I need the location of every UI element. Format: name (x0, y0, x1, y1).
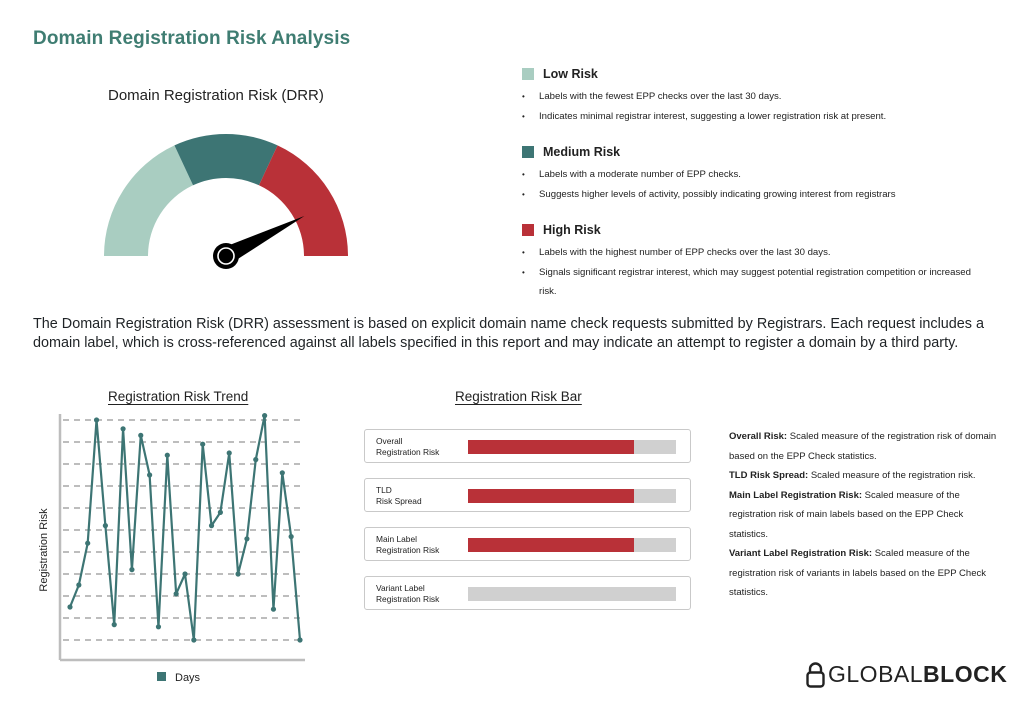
trend-point (102, 523, 108, 529)
trend-point (217, 509, 223, 515)
x-legend-swatch (157, 672, 166, 681)
trend-title: Registration Risk Trend (108, 389, 249, 404)
definition-variant-label: Variant Label Registration Risk: Scaled … (729, 548, 986, 598)
legend-bullet: Suggests higher levels of activity, poss… (522, 185, 992, 205)
trend-point (208, 523, 215, 529)
trend-point (182, 571, 188, 577)
gauge-title: Domain Registration Risk (DRR) (108, 87, 324, 104)
risk-bar-track (468, 538, 676, 552)
padlock-icon (806, 661, 825, 688)
trend-point (85, 540, 91, 546)
logo-text-block: BLOCK (923, 661, 1008, 687)
trend-point (235, 571, 241, 577)
risk-bar-title: Registration Risk Bar (455, 389, 582, 404)
definition-overall: Overall Risk: Scaled measure of the regi… (729, 431, 997, 462)
risk-bar-row-overall: Overall Registration Risk (364, 429, 691, 463)
legend-bullet: Indicates minimal registrar interest, su… (522, 107, 992, 127)
trend-point (147, 472, 153, 478)
trend-point (244, 536, 250, 542)
risk-bar-label: TLD Risk Spread (376, 485, 422, 506)
trend-point (138, 432, 144, 438)
risk-bar-fill (468, 440, 635, 454)
trend-point (129, 567, 135, 573)
risk-definitions: Overall Risk: Scaled measure of the regi… (729, 427, 999, 603)
trend-point (270, 606, 277, 612)
gauge-hub-inner (217, 247, 235, 265)
gauge-segment-high (258, 145, 348, 256)
globalblock-logo: GLOBAL BLOCK (806, 661, 1007, 688)
gauge-segment-low (104, 145, 194, 256)
legend-title-low: Low Risk (543, 67, 598, 81)
risk-bar-row-main-label: Main Label Registration Risk (364, 527, 691, 561)
logo-text-global: GLOBAL (828, 661, 924, 687)
legend-medium-risk: Medium Risk Labels with a moderate numbe… (522, 144, 992, 204)
risk-bar-track (468, 440, 676, 454)
risk-gauge (104, 134, 348, 269)
page-title: Domain Registration Risk Analysis (33, 28, 351, 49)
trend-point (120, 426, 126, 432)
intro-paragraph: The Domain Registration Risk (DRR) asses… (33, 316, 984, 351)
trend-point (173, 591, 179, 597)
trend-point (279, 470, 285, 476)
risk-bar-label: Main Label Registration Risk (376, 534, 440, 555)
trend-point (297, 637, 303, 643)
trend-point (67, 604, 73, 610)
trend-point (226, 450, 232, 456)
risk-bar-label: Overall Registration Risk (376, 436, 440, 457)
trend-point (76, 582, 82, 588)
legend-title-medium: Medium Risk (543, 145, 621, 159)
legend-bullet: Labels with the fewest EPP checks over t… (522, 87, 992, 107)
risk-bar-row-variant-label: Variant Label Registration Risk (364, 576, 691, 610)
x-axis-label: Days (175, 672, 201, 684)
risk-bar-row-tld: TLD Risk Spread (364, 478, 691, 512)
gauge-hub (213, 243, 239, 269)
risk-bar-fill (468, 489, 635, 503)
legend-bullet: Labels with the highest number of EPP ch… (522, 243, 972, 263)
trend-point (262, 413, 268, 419)
trend-chart: Registration Risk Days (38, 413, 305, 684)
gauge-needle (221, 216, 305, 265)
y-axis-label: Registration Risk (38, 508, 50, 592)
trend-point (155, 624, 162, 630)
legend-bullet: Labels with a moderate number of EPP che… (522, 165, 992, 185)
legend-title-high: High Risk (543, 223, 601, 237)
risk-bar-fill (468, 538, 635, 552)
trend-point (191, 637, 197, 643)
low-risk-swatch (522, 68, 534, 80)
medium-risk-swatch (522, 146, 534, 158)
legend-high-risk: High Risk Labels with the highest number… (522, 222, 992, 302)
risk-bar-label: Variant Label Registration Risk (376, 583, 440, 604)
trend-point (111, 622, 117, 628)
risk-bar-track (468, 489, 676, 503)
trend-point (288, 534, 294, 540)
trend-point (253, 457, 259, 463)
high-risk-swatch (522, 224, 534, 236)
definition-main-label: Main Label Registration Risk: Scaled mea… (729, 489, 964, 540)
gauge-segment-medium (174, 134, 278, 186)
legend-bullet: Signals significant registrar interest, … (522, 263, 972, 302)
trend-point (93, 417, 100, 423)
legend-low-risk: Low Risk Labels with the fewest EPP chec… (522, 66, 992, 126)
risk-bar-track (468, 587, 676, 601)
trend-point (164, 452, 170, 458)
definition-tld: TLD Risk Spread: Scaled measure of the r… (729, 470, 976, 481)
trend-point (200, 441, 206, 447)
